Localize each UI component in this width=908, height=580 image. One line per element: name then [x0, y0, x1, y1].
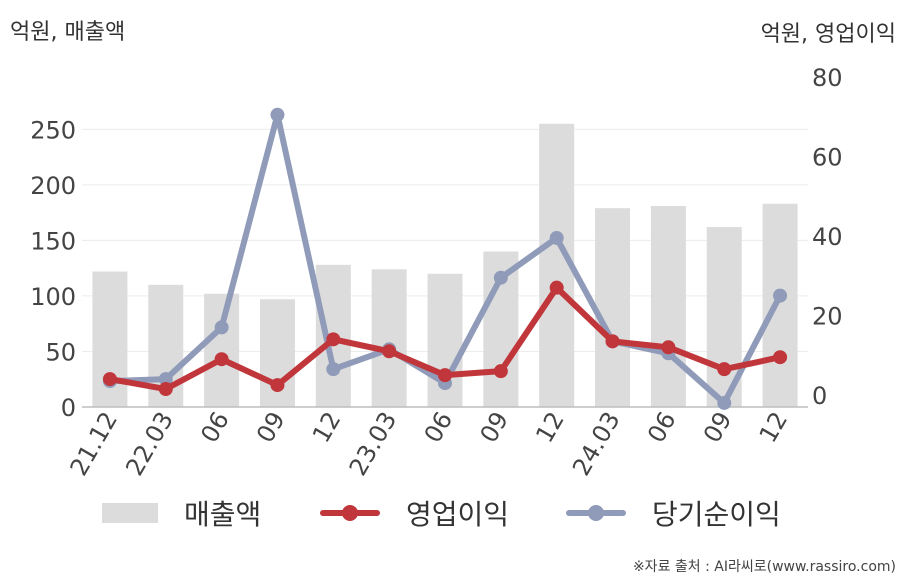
x-tick-label: 12 — [754, 407, 794, 447]
operating-profit-point — [382, 344, 397, 359]
source-note: ※자료 출처 : AI라씨로(www.rassiro.com) — [632, 559, 896, 575]
net-income-point — [549, 230, 564, 245]
operating-profit-point — [549, 280, 564, 295]
right-axis-unit: 억원, 영업이익 — [760, 22, 896, 47]
operating-profit-point — [493, 364, 508, 379]
x-tick-label: 22.03 — [120, 407, 179, 480]
x-tick-label: 06 — [419, 407, 459, 447]
revenue-bar — [595, 208, 631, 407]
legend-item-revenue: 매출액 — [102, 488, 261, 538]
operating-profit-point — [270, 378, 285, 393]
legend-label-net-income: 당기순이익 — [652, 498, 781, 531]
legend-item-operating-profit: 영업이익 — [320, 488, 509, 538]
right-tick-label: 20 — [812, 303, 843, 331]
operating-profit-point — [102, 372, 117, 387]
net-income-point — [270, 107, 285, 122]
left-tick-label: 200 — [30, 172, 76, 200]
right-tick-label: 60 — [812, 144, 843, 172]
operating-profit-point — [438, 368, 452, 383]
operating-profit-point — [717, 362, 732, 377]
operating-profit-point — [661, 340, 676, 355]
legend-label-revenue: 매출액 — [184, 498, 262, 531]
operating-profit-point — [326, 332, 341, 347]
x-tick-label: 12 — [530, 407, 570, 447]
x-tick-label: 24.03 — [567, 407, 626, 480]
x-tick-label: 23.03 — [344, 407, 403, 480]
legend-swatch-revenue — [102, 503, 158, 523]
x-tick-label: 12 — [307, 407, 347, 447]
revenue-bar — [371, 269, 407, 407]
net-income-point — [493, 270, 508, 285]
operating-profit-point — [214, 352, 229, 367]
right-tick-label: 80 — [812, 64, 843, 92]
net-income-point — [158, 372, 173, 387]
revenue-bar — [650, 205, 686, 407]
left-tick-label: 0 — [61, 394, 76, 422]
operating-profit-point — [158, 382, 173, 397]
legend-item-net-income: 당기순이익 — [566, 488, 781, 538]
net-income-point — [214, 320, 229, 335]
legend: 매출액 영업이익 당기순이익 — [0, 488, 908, 538]
revenue-bar — [762, 203, 798, 407]
x-tick-label: 06 — [195, 407, 235, 447]
left-tick-label: 150 — [30, 227, 76, 255]
left-tick-label: 50 — [45, 338, 76, 366]
net-income-point — [326, 362, 341, 377]
x-tick-label: 09 — [698, 407, 738, 447]
profit-lines — [102, 107, 788, 410]
net-income-point — [773, 288, 788, 303]
right-tick-label: 40 — [812, 223, 843, 251]
left-axis-unit: 억원, 매출액 — [10, 20, 126, 45]
x-tick-label: 09 — [251, 407, 291, 447]
revenue-bars — [92, 123, 798, 408]
x-tick-label: 09 — [475, 407, 515, 447]
left-tick-label: 250 — [30, 116, 76, 144]
x-tick-label: 06 — [642, 407, 682, 447]
revenue-bar — [204, 293, 240, 407]
left-tick-label: 100 — [30, 283, 76, 311]
operating-profit-point — [605, 334, 620, 349]
right-tick-label: 0 — [812, 382, 827, 410]
legend-label-operating-profit: 영업이익 — [406, 498, 510, 531]
legend-swatch-net-income — [566, 503, 626, 523]
legend-swatch-operating-profit — [320, 503, 380, 523]
net-income-point — [717, 395, 732, 410]
operating-profit-point — [773, 350, 788, 365]
